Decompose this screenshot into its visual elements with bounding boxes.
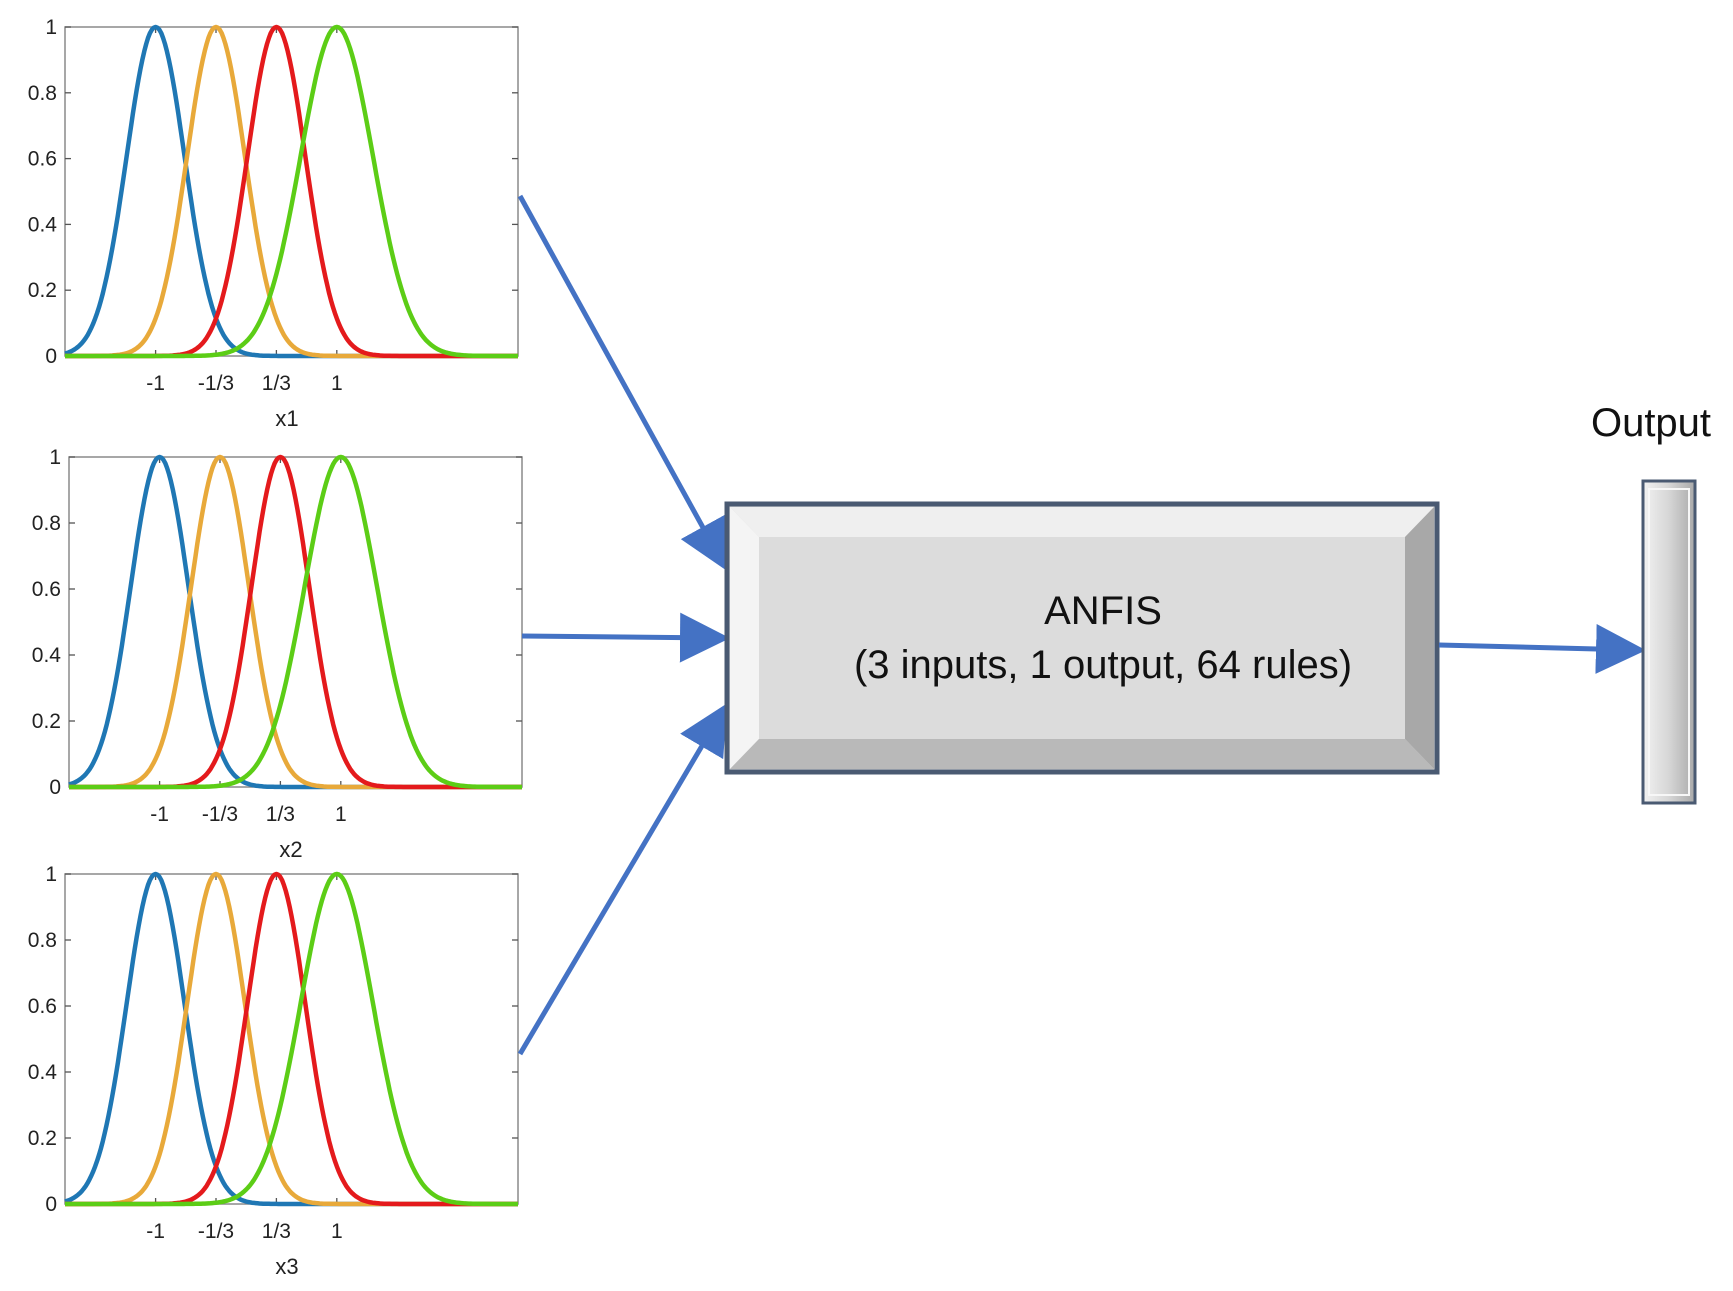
mf-curve-4: [64, 871, 519, 1207]
y-tick-label: 0.4: [28, 213, 58, 236]
y-tick-label: 1: [45, 16, 57, 39]
y-tick-label: 0.2: [32, 710, 61, 733]
y-tick-label: 0.8: [28, 82, 57, 105]
x-tick-label: -1: [146, 372, 165, 395]
x-tick-label: 1: [335, 803, 347, 826]
anfis-block-bevel-left: [730, 507, 759, 769]
y-tick-label: 0.8: [32, 512, 61, 535]
y-tick-label: 0.4: [28, 1061, 58, 1084]
x-tick-label: 1: [331, 372, 343, 395]
plot-frame: [68, 456, 523, 788]
y-tick-label: 0: [45, 345, 57, 368]
x-tick-label: -1: [146, 1220, 165, 1243]
y-tick-label: 0.4: [32, 644, 62, 667]
anfis-block-bevel-top: [730, 507, 1434, 537]
arrow-x2-to-anfis: [521, 612, 730, 663]
y-tick-label: 0.6: [32, 578, 61, 601]
anfis-title: ANFIS: [1044, 589, 1162, 633]
x-axis-title: x2: [279, 837, 302, 862]
x-tick-label: 1/3: [266, 803, 295, 826]
anfis-block: ANFIS (3 inputs, 1 output, 64 rules): [724, 501, 1440, 775]
arrow-anfis-to-output: [1438, 623, 1646, 674]
x-axis-title: x3: [275, 1254, 298, 1279]
anfis-block-bevel-bottom: [730, 739, 1434, 769]
mf-plot-x1: 0 0.2 0.4 0.6 0.8 1 -1 -1/3 1/3 1 x1: [28, 16, 519, 431]
x-tick-label: 1: [331, 1220, 343, 1243]
arrow-x3-to-anfis: [517, 703, 728, 1056]
y-tick-label: 1: [45, 863, 57, 886]
output-label: Output: [1591, 401, 1711, 445]
y-tick-label: 0: [49, 776, 61, 799]
x-axis-title: x1: [275, 406, 298, 431]
y-tick-label: 1: [49, 446, 61, 469]
y-tick-label: 0.2: [28, 1127, 57, 1150]
output-block: [1641, 479, 1697, 805]
mf-curve-4: [64, 24, 519, 359]
x-tick-label: -1/3: [202, 803, 238, 826]
arrow-x1-to-anfis: [517, 194, 727, 571]
y-tick-label: 0.8: [28, 929, 57, 952]
mf-curve-4: [68, 454, 523, 790]
mf-plot-x2: 0 0.2 0.4 0.6 0.8 1 -1 -1/3 1/3 1 x2: [32, 446, 523, 862]
x-tick-label: -1: [150, 803, 169, 826]
x-tick-label: -1/3: [198, 372, 234, 395]
y-tick-label: 0.6: [28, 148, 57, 171]
x-tick-label: 1/3: [262, 1220, 291, 1243]
y-tick-label: 0.6: [28, 995, 57, 1018]
mf-plot-x3: 0 0.2 0.4 0.6 0.8 1 -1 -1/3 1/3 1 x3: [28, 863, 519, 1279]
anfis-block-bevel-right: [1405, 507, 1434, 769]
output-bar-highlight: [1648, 488, 1690, 796]
plot-frame: [64, 26, 519, 357]
anfis-block-face: [759, 537, 1405, 739]
y-tick-label: 0: [45, 1193, 57, 1216]
output-bar: [1641, 479, 1697, 805]
x-tick-label: -1/3: [198, 1220, 234, 1243]
x-tick-label: 1/3: [262, 372, 291, 395]
y-tick-label: 0.2: [28, 279, 57, 302]
anfis-subtitle: (3 inputs, 1 output, 64 rules): [854, 643, 1352, 687]
plot-frame: [64, 873, 519, 1205]
